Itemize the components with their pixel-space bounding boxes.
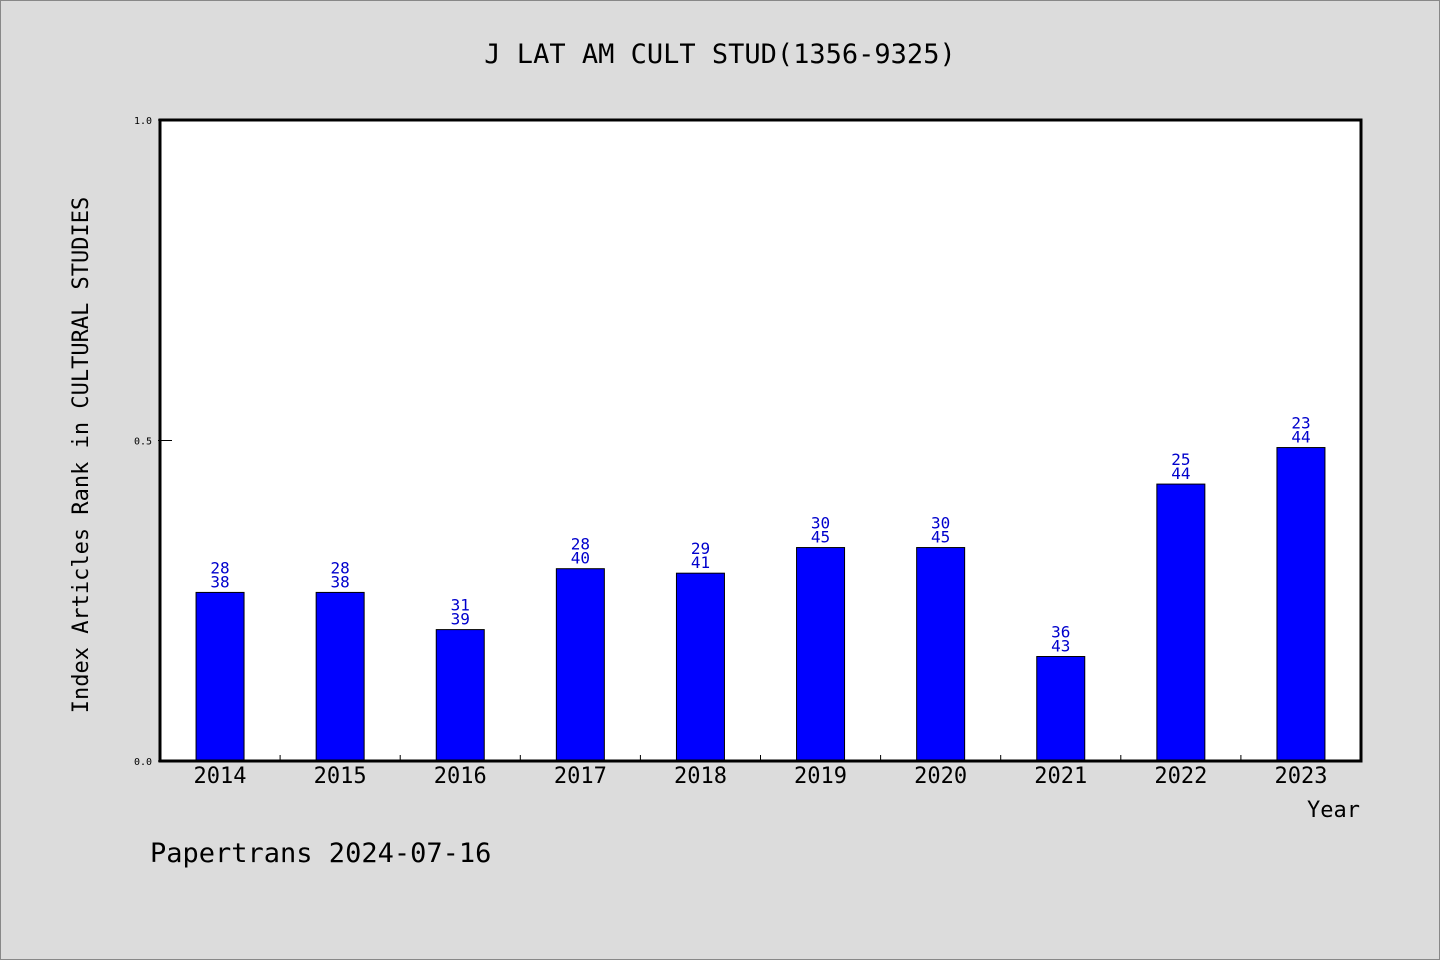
total-label-2018: 41 — [691, 553, 710, 572]
rank-label-2022: 25 — [1171, 450, 1190, 469]
bar-2022 — [1156, 483, 1206, 762]
total-label-2019: 45 — [811, 528, 830, 547]
x-axis-label: Year — [1307, 798, 1360, 823]
rank-label-2021: 36 — [1051, 623, 1070, 642]
rank-label-2017: 28 — [571, 535, 590, 554]
x-tick-label-2023: 2023 — [1274, 764, 1327, 789]
bar-2014 — [195, 591, 245, 762]
bar-2020 — [916, 547, 966, 762]
rank-label-2018: 29 — [691, 539, 710, 558]
x-tick-label-2017: 2017 — [554, 764, 607, 789]
bar-2017 — [555, 568, 605, 762]
rank-label-2020: 30 — [931, 514, 950, 533]
chart-title: J LAT AM CULT STUD(1356-9325) — [484, 39, 955, 70]
bars — [195, 447, 1326, 762]
bar-2016 — [435, 629, 485, 762]
rank-label-2019: 30 — [811, 514, 830, 533]
plot-frame — [158, 118, 1363, 763]
rank-label-2016: 31 — [451, 596, 470, 615]
total-label-2021: 43 — [1051, 637, 1070, 656]
x-tick-label-2015: 2015 — [314, 764, 367, 789]
total-label-2015: 38 — [331, 572, 350, 591]
y-tick-label: 0.0 — [134, 757, 152, 768]
x-tick-label-2022: 2022 — [1154, 764, 1207, 789]
x-tick-label-2019: 2019 — [794, 764, 847, 789]
x-tick-label-2021: 2021 — [1034, 764, 1087, 789]
rank-label-2015: 28 — [331, 558, 350, 577]
bar-2019 — [796, 547, 846, 762]
x-tick-label-2014: 2014 — [194, 764, 247, 789]
y-tick-label: 0.5 — [134, 437, 152, 448]
bar-2018 — [675, 572, 725, 762]
total-label-2020: 45 — [931, 528, 950, 547]
bar-2021 — [1036, 656, 1086, 762]
bar-2023 — [1276, 447, 1326, 762]
total-label-2023: 44 — [1291, 428, 1310, 447]
x-tick-label-2018: 2018 — [674, 764, 727, 789]
total-label-2014: 38 — [210, 572, 229, 591]
y-axis-label: Index Articles Rank in CULTURAL STUDIES — [69, 197, 94, 714]
footer-credit: Papertrans 2024-07-16 — [150, 838, 491, 869]
total-label-2016: 39 — [451, 610, 470, 629]
total-label-2017: 40 — [571, 549, 590, 568]
x-tick-label-2016: 2016 — [434, 764, 487, 789]
rank-label-2014: 28 — [210, 558, 229, 577]
bar-2015 — [315, 591, 365, 762]
rank-label-2023: 23 — [1291, 414, 1310, 433]
y-tick-label: 1.0 — [134, 116, 152, 127]
x-ticks: 2014 2015 2016 2017 2018 2019 2020 2021 2022 2023 — [194, 755, 1327, 789]
x-tick-label-2020: 2020 — [914, 764, 967, 789]
total-label-2022: 44 — [1171, 464, 1190, 483]
